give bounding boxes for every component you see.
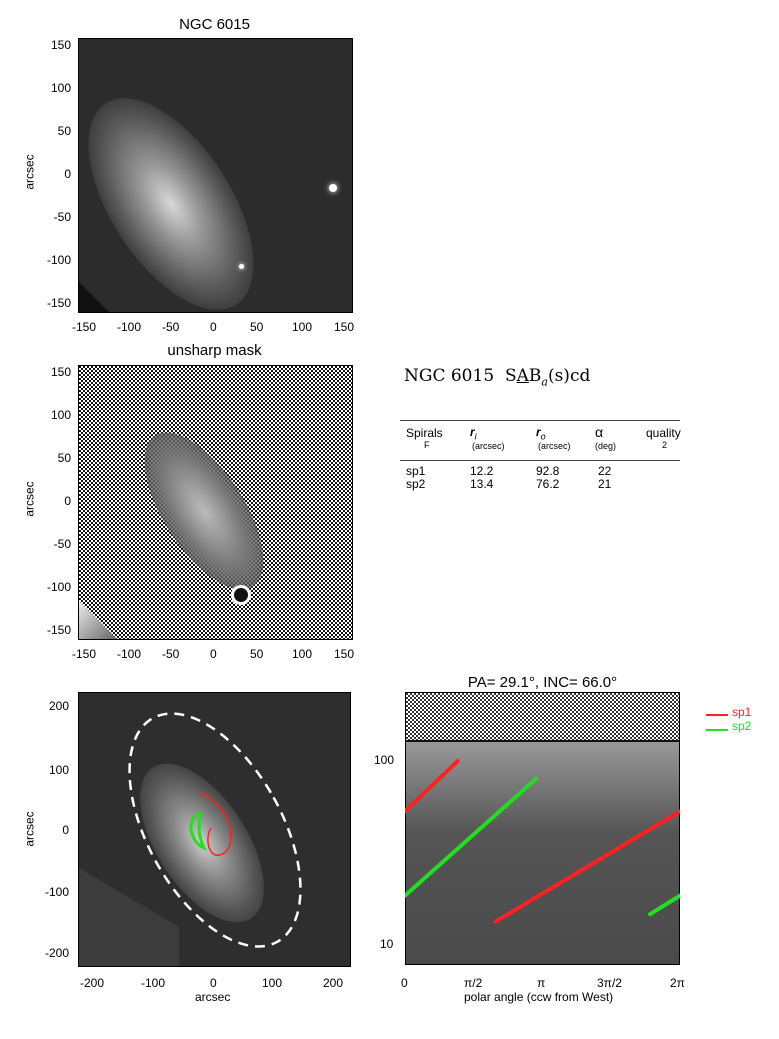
top-ytick: -150 [46, 296, 71, 310]
sp1-fit-line [493, 809, 680, 924]
row-sp1-ro: 92.8 [536, 464, 560, 478]
bl-xtick: 0 [210, 976, 217, 990]
legend-sp1-label: sp1 [732, 705, 752, 719]
hdr-ro: ro [536, 425, 546, 442]
hdr-quality: quality [646, 426, 681, 440]
top-xtick: -150 [72, 320, 97, 334]
top-ylabel: arcsec [22, 154, 37, 190]
unsharp-mask-image [78, 365, 353, 640]
row-sp1-ri: 12.2 [470, 464, 494, 478]
row-sp2-ri: 13.4 [470, 477, 494, 491]
hdr-quality-val: 2 [662, 440, 668, 450]
bl-xlabel: arcsec [195, 990, 231, 1004]
mid-xtick: 0 [210, 647, 217, 661]
mid-xtick: -50 [162, 647, 180, 661]
spiral-overlay-svg [128, 712, 302, 948]
mid-ytick: 100 [50, 408, 71, 422]
top-xtick: 50 [250, 320, 264, 334]
br-ytick: 100 [374, 753, 395, 767]
top-ytick: -100 [46, 253, 71, 267]
hdr-ri: ri [470, 425, 477, 442]
galaxy-name: NGC 6015 [404, 366, 495, 386]
mid-xtick: 50 [250, 647, 264, 661]
top-xtick: 150 [334, 320, 355, 334]
mid-ylabel: arcsec [22, 481, 37, 517]
sp2-arc [189, 811, 207, 851]
br-xtick: 0 [401, 976, 408, 990]
bl-ytick: -100 [44, 885, 69, 899]
row-sp2-alpha: 21 [598, 477, 612, 491]
galaxy-classification: NGC 6015 SABa(s)cd [404, 366, 590, 388]
mid-xtick: -150 [72, 647, 97, 661]
top-ytick: 0 [64, 167, 71, 181]
bl-xtick: -100 [141, 976, 166, 990]
spirals-table: Spirals F ri (arcsec) ro (arcsec) α (deg… [400, 420, 681, 500]
morph-b: B [528, 366, 542, 386]
bl-xtick: 100 [262, 976, 283, 990]
br-xtick: π/2 [464, 976, 483, 990]
row-sp1-name: sp1 [406, 464, 426, 478]
top-xtick: 0 [210, 320, 217, 334]
hdr-f: F [424, 440, 430, 450]
deprojection-ellipse [128, 712, 302, 948]
morph-sub: a [541, 375, 548, 389]
sp1-arc [198, 792, 232, 856]
top-xtick: 100 [292, 320, 313, 334]
br-title: PA= 29.1°, INC= 66.0° [467, 674, 618, 691]
hdr-spirals: Spirals [406, 426, 443, 440]
bl-ytick: 100 [48, 763, 69, 777]
morph-ul: A [516, 366, 529, 386]
legend-sp1-line [706, 714, 728, 716]
polar-chart [405, 759, 680, 924]
br-xtick: 2π [670, 976, 685, 990]
hdr-ro-unit: (arcsec) [538, 441, 571, 451]
polar-chart-bg [405, 692, 680, 965]
legend-sp2-line [706, 729, 728, 731]
br-ytick: 10 [380, 937, 394, 951]
bl-ytick: 200 [48, 699, 69, 713]
sp2-fit-line [648, 893, 680, 917]
morph-prefix: S [504, 366, 517, 386]
morph-suffix: (s)cd [547, 366, 591, 386]
mid-ytick: -100 [46, 580, 71, 594]
mid-xtick: 100 [292, 647, 313, 661]
bl-ylabel: arcsec [22, 811, 37, 847]
bl-ytick: 0 [62, 823, 69, 837]
hdr-alpha: α [595, 424, 604, 440]
mid-ytick: -50 [53, 537, 71, 551]
mid-panel-title: unsharp mask [167, 342, 262, 359]
top-ytick: 150 [50, 38, 71, 52]
row-sp1-alpha: 22 [598, 464, 612, 478]
hdr-alpha-unit: (deg) [595, 441, 617, 451]
br-xtick: 3π/2 [597, 976, 622, 990]
mid-ytick: 50 [57, 451, 71, 465]
top-ytick: 50 [57, 124, 71, 138]
row-sp2-ro: 76.2 [536, 477, 560, 491]
bl-xtick: 200 [323, 976, 344, 990]
bl-xtick: -200 [80, 976, 105, 990]
legend-sp2-label: sp2 [732, 719, 752, 733]
mid-xtick: -100 [117, 647, 142, 661]
galaxy-image [78, 38, 353, 313]
sp2-fit-line [405, 776, 539, 898]
spiral-overlay-image [78, 692, 351, 967]
br-xlabel: polar angle (ccw from West) [464, 990, 614, 1004]
row-sp2-name: sp2 [406, 477, 426, 491]
br-xtick: π [537, 976, 546, 990]
bl-ytick: -200 [44, 946, 69, 960]
hdr-ri-unit: (arcsec) [472, 441, 505, 451]
top-xtick: -100 [117, 320, 142, 334]
top-ytick: -50 [53, 210, 71, 224]
top-xtick: -50 [162, 320, 180, 334]
sp1-fit-line [405, 759, 460, 814]
mid-ytick: 0 [64, 494, 71, 508]
top-ytick: 100 [50, 81, 71, 95]
mid-xtick: 150 [334, 647, 355, 661]
mid-ytick: 150 [50, 365, 71, 379]
top-panel-title: NGC 6015 [179, 16, 250, 33]
mid-ytick: -150 [46, 623, 71, 637]
